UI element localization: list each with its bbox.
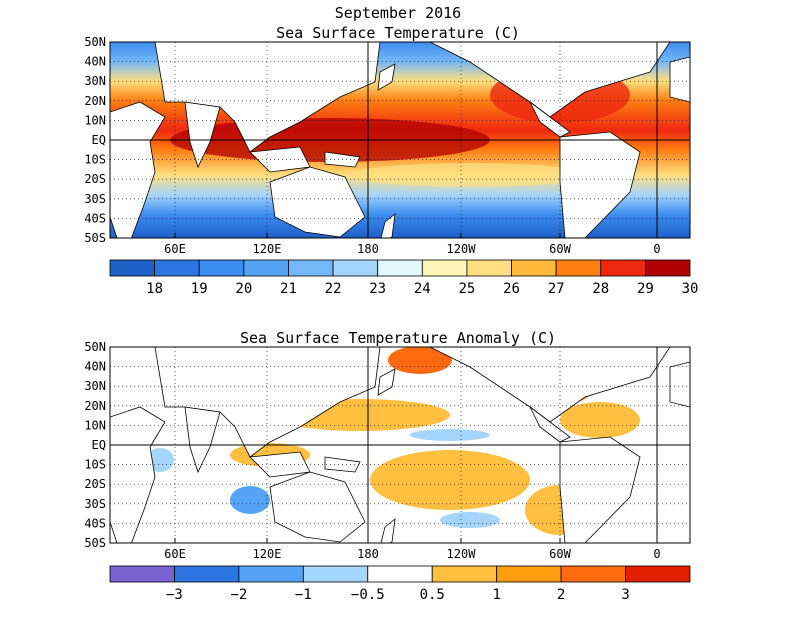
lat-label: 30N [84, 74, 106, 88]
colorbar-swatch [600, 259, 646, 277]
lat-label: 10S [84, 458, 106, 472]
colorbar-label: 25 [458, 281, 475, 297]
colorbar-swatch [644, 259, 691, 277]
colorbar-label: 20 [235, 281, 252, 297]
colorbar-swatch [421, 259, 468, 277]
colorbar-swatch [332, 259, 379, 277]
colorbar-swatch [625, 565, 691, 583]
colorbar-label: −1 [295, 587, 312, 603]
colorbar-swatch [243, 259, 289, 277]
anomaly-lat-labels: 50N 40N 30N 20N 10N EQ 10S 20S 30S 40S 50S [84, 340, 106, 550]
colorbar-swatch [367, 565, 433, 583]
lon-label: 120W [447, 242, 477, 256]
lat-label: 20S [84, 172, 106, 186]
colorbar-label: 22 [325, 281, 342, 297]
lat-label: 50N [84, 35, 106, 49]
sst-map [110, 42, 690, 238]
sst-panel-title: Sea Surface Temperature (C) [276, 24, 520, 42]
colorbar-label: 0.5 [420, 587, 445, 603]
anomaly-panel-title: Sea Surface Temperature Anomaly (C) [240, 329, 556, 347]
anomaly-colorbar: −3 −2 −1 −0.5 0.5 1 2 3 [109, 565, 691, 603]
colorbar-label: 27 [548, 281, 565, 297]
colorbar-swatch [302, 565, 369, 583]
lon-label: 120E [253, 242, 282, 256]
lat-label: 20S [84, 477, 106, 491]
lon-label: 120W [447, 547, 477, 561]
colorbar-label: 24 [414, 281, 431, 297]
colorbar-swatch [174, 565, 240, 583]
lat-label: 40N [84, 55, 106, 69]
lat-label: 20N [84, 94, 106, 108]
lat-label: 10N [84, 418, 106, 432]
colorbar-label: 2 [557, 587, 565, 603]
colorbar-label: 3 [621, 587, 629, 603]
colorbar-label: −3 [166, 587, 183, 603]
colorbar-swatch [288, 259, 334, 277]
colorbar-label: 26 [503, 281, 520, 297]
colorbar-label: −2 [230, 587, 247, 603]
figure-title: September 2016 [335, 4, 461, 22]
colorbar-label: 23 [369, 281, 386, 297]
anomaly-lon-labels: 60E 120E 180 120W 60W 0 [164, 547, 660, 561]
lat-label: 40N [84, 360, 106, 374]
lon-label: 0 [653, 242, 660, 256]
sst-lon-labels: 60E 120E 180 120W 60W 0 [164, 242, 660, 256]
lon-label: 60E [164, 547, 186, 561]
colorbar-swatch [238, 565, 304, 583]
colorbar-label: 21 [280, 281, 297, 297]
lat-label: 50S [84, 536, 106, 550]
colorbar-swatch [109, 259, 156, 277]
anomaly-panel: Sea Surface Temperature Anomaly (C) 50N 4… [84, 329, 691, 603]
lat-label: 40S [84, 516, 106, 530]
lat-label: 30N [84, 379, 106, 393]
colorbar-label: 18 [146, 281, 163, 297]
colorbar-label: −0.5 [351, 587, 385, 603]
lon-label: 60W [549, 242, 571, 256]
lon-label: 120E [253, 547, 282, 561]
sst-panel: Sea Surface Temperature (C) 50N 40N 30N 20N… [84, 24, 698, 297]
lon-label: 180 [357, 242, 379, 256]
lat-label: 50S [84, 231, 106, 245]
colorbar-label: 19 [191, 281, 208, 297]
lat-label: 20N [84, 399, 106, 413]
colorbar-swatch [555, 259, 602, 277]
lat-label: 10S [84, 153, 106, 167]
colorbar-swatch [496, 565, 562, 583]
lon-label: 0 [653, 547, 660, 561]
lon-label: 180 [357, 547, 379, 561]
colorbar-label: 29 [637, 281, 654, 297]
lat-label: EQ [92, 438, 106, 452]
colorbar-swatch [109, 565, 175, 583]
sst-lat-labels: 50N 40N 30N 20N 10N EQ 10S 20S 30S 40S 50S [84, 35, 106, 245]
colorbar-swatch [431, 565, 498, 583]
lat-label: 30S [84, 192, 106, 206]
colorbar-label: 28 [592, 281, 609, 297]
colorbar-label: 1 [492, 587, 500, 603]
sst-gridlines [110, 42, 690, 238]
lat-label: EQ [92, 133, 106, 147]
colorbar-swatch [377, 259, 423, 277]
colorbar-swatch [560, 565, 626, 583]
lat-label: 50N [84, 340, 106, 354]
colorbar-label: 30 [682, 281, 699, 297]
sst-colorbar: 18 19 20 21 22 23 24 25 26 27 28 29 30 [109, 259, 699, 297]
colorbar-swatch [154, 259, 200, 277]
lat-label: 30S [84, 497, 106, 511]
colorbar-swatch [466, 259, 512, 277]
lon-label: 60W [549, 547, 571, 561]
lat-label: 10N [84, 113, 106, 127]
anomaly-gridlines [110, 347, 690, 543]
colorbar-swatch [511, 259, 557, 277]
colorbar-swatch [198, 259, 245, 277]
anomaly-map [110, 347, 690, 543]
lon-label: 60E [164, 242, 186, 256]
lat-label: 40S [84, 211, 106, 225]
